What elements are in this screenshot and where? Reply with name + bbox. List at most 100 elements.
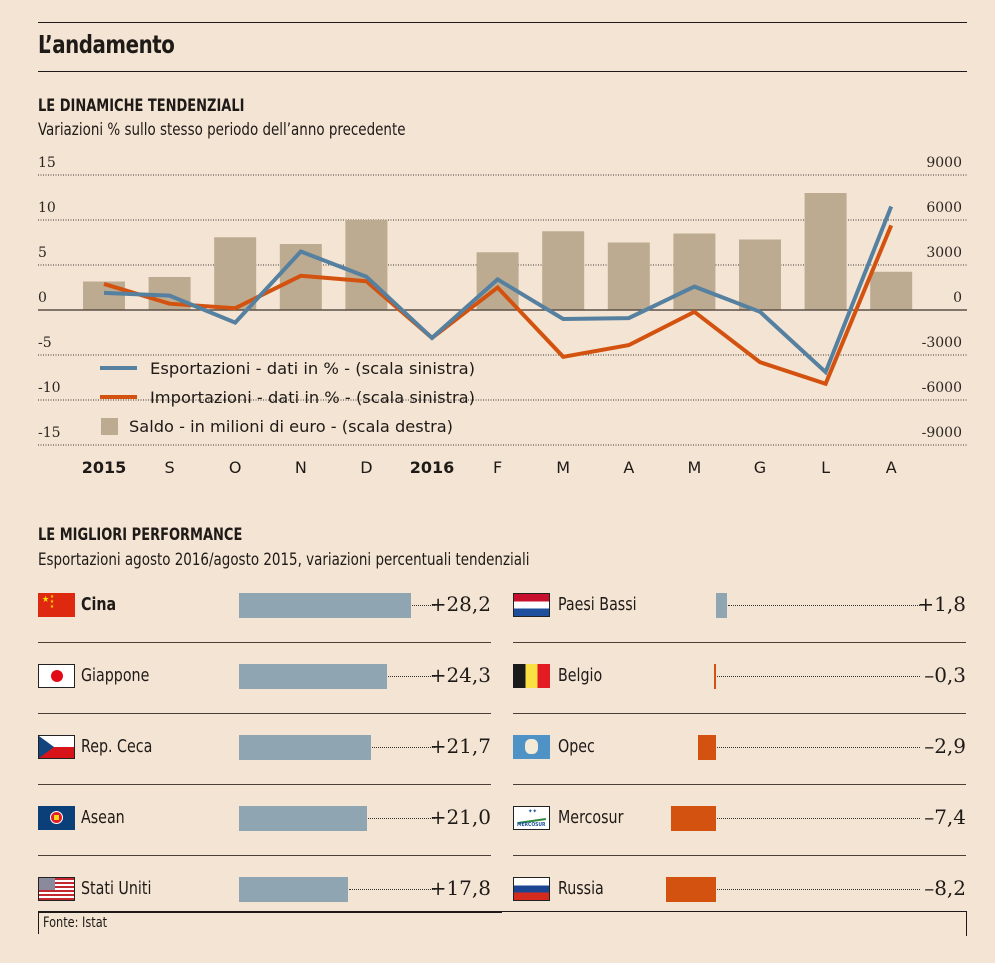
- top-rule: [38, 22, 967, 23]
- czech-flag: [38, 735, 75, 759]
- leader-line: [727, 605, 920, 606]
- row-divider: [513, 642, 966, 643]
- x-axis-tick: 2015: [82, 458, 127, 477]
- balance-bar: [739, 239, 781, 310]
- x-axis-tick: S: [165, 458, 175, 477]
- right-axis-tick: 3000: [926, 245, 962, 261]
- x-axis-tick: M: [687, 458, 701, 477]
- leader-line: [412, 605, 435, 606]
- leader-line: [368, 818, 435, 819]
- chart1-subtitle: Variazioni % sullo stesso periodo dell’a…: [38, 120, 406, 140]
- value-label: –0,3: [924, 663, 966, 687]
- x-axis-tick: G: [754, 458, 766, 477]
- x-axis-tick: N: [295, 458, 307, 477]
- belgium-flag: [513, 664, 550, 688]
- x-axis-tick: 2016: [410, 458, 455, 477]
- country-label: Rep. Ceca: [81, 736, 153, 757]
- row-divider: [513, 784, 966, 785]
- value-label: –2,9: [924, 734, 966, 758]
- japan-flag: [38, 664, 75, 688]
- positive-bar: [239, 806, 368, 831]
- leader-line: [717, 676, 920, 677]
- footer-rule-left: [38, 911, 502, 913]
- row-divider: [38, 855, 491, 856]
- left-axis-tick: 10: [38, 200, 56, 216]
- row-divider: [38, 713, 491, 714]
- row-divider: [38, 642, 491, 643]
- usa-flag-detail: [39, 878, 55, 890]
- opec-flag-detail: [525, 739, 538, 754]
- balance-bar: [214, 237, 257, 310]
- opec-flag: [513, 735, 550, 759]
- imports-line: [103, 224, 894, 387]
- balance-bar: [673, 233, 716, 310]
- leader-line: [717, 889, 920, 890]
- leader-line: [717, 747, 920, 748]
- left-axis-tick: 15: [38, 155, 56, 171]
- right-axis-tick: -9000: [922, 425, 962, 441]
- value-label: +24,3: [429, 663, 491, 687]
- mercosur-flag-detail: MERCOSUR: [517, 822, 546, 828]
- country-label: Paesi Bassi: [558, 594, 637, 615]
- country-label: Stati Uniti: [81, 878, 152, 899]
- x-axis-tick: O: [229, 458, 242, 477]
- positive-bar: [239, 735, 372, 760]
- legend-label: Esportazioni - dati in % - (scala sinist…: [150, 359, 475, 378]
- x-axis-tick: M: [556, 458, 570, 477]
- value-label: +17,8: [429, 876, 491, 900]
- positive-bar: [239, 664, 388, 689]
- trend-chart: 15 10 5 0 -5 -10 -15 9000 6000 3000 0 -3000 -6000 -9…: [38, 155, 967, 477]
- country-label: Cina: [81, 594, 117, 615]
- leader-line: [717, 818, 920, 819]
- leader-line: [372, 747, 435, 748]
- value-label: +21,0: [429, 805, 491, 829]
- positive-bar: [716, 593, 727, 618]
- country-label: Russia: [558, 878, 604, 899]
- value-label: +28,2: [429, 592, 491, 616]
- row-divider: [513, 855, 966, 856]
- left-axis-tick: -5: [38, 335, 52, 351]
- left-axis-tick: 0: [38, 290, 47, 306]
- chart1-title: LE DINAMICHE TENDENZIALI: [38, 96, 245, 116]
- leader-line: [388, 676, 435, 677]
- country-label: Giappone: [81, 665, 150, 686]
- x-axis-tick: D: [360, 458, 372, 477]
- row-divider: [513, 713, 966, 714]
- mercosur-flag: ✦✦ MERCOSUR: [513, 806, 550, 830]
- country-label: Belgio: [558, 665, 603, 686]
- balance-bar: [607, 242, 650, 310]
- right-axis-tick: -3000: [922, 335, 962, 351]
- footer-rule-right: [502, 911, 967, 912]
- x-axis-tick: A: [886, 458, 897, 477]
- china-flag: ★ ★ ★ ★: [38, 593, 75, 617]
- footer-left-tick: [38, 912, 39, 934]
- country-label: Mercosur: [558, 807, 624, 828]
- positive-bar: [239, 593, 412, 618]
- row-divider: [38, 784, 491, 785]
- usa-flag: [38, 877, 75, 901]
- footer-right-tick: [966, 912, 967, 936]
- value-label: +1,8: [917, 592, 966, 616]
- left-axis-tick: 5: [38, 245, 47, 261]
- china-flag-detail: ★: [42, 595, 50, 605]
- asean-flag-detail: [54, 815, 59, 820]
- x-axis-tick: F: [493, 458, 502, 477]
- netherlands-flag: [513, 593, 550, 617]
- balance-bar: [870, 271, 913, 310]
- value-label: +21,7: [429, 734, 491, 758]
- exports-line: [103, 205, 894, 376]
- right-axis-tick: 0: [953, 290, 962, 306]
- mercosur-flag-detail: ✦✦: [528, 808, 538, 815]
- right-axis-tick: 9000: [926, 155, 962, 171]
- balance-bar: [804, 193, 847, 310]
- page-title: L’andamento: [38, 30, 175, 59]
- value-label: –8,2: [924, 876, 966, 900]
- china-flag-detail: ★ ★ ★: [50, 594, 55, 610]
- japan-flag-detail: [51, 670, 63, 682]
- negative-bar: [698, 735, 716, 760]
- chart2-subtitle: Esportazioni agosto 2016/agosto 2015, va…: [38, 550, 530, 570]
- left-axis-tick: -10: [38, 380, 61, 396]
- legend-label: Saldo - in milioni di euro - (scala dest…: [129, 417, 453, 436]
- right-axis-tick: 6000: [926, 200, 962, 216]
